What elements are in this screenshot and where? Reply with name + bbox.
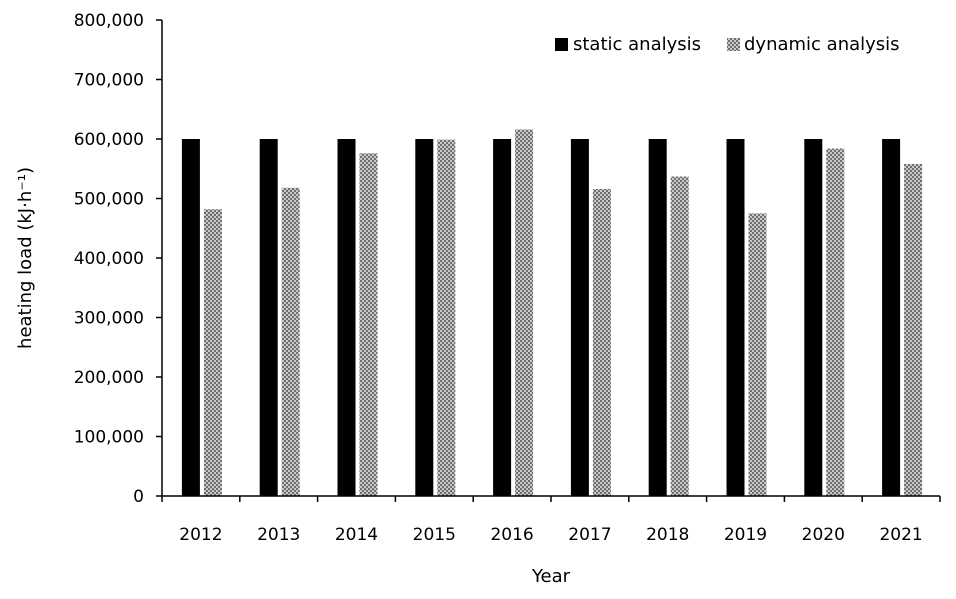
y-axis-title: heating load (kJ·h⁻¹) (15, 167, 36, 349)
bar-dynamic-2021 (904, 163, 923, 497)
bar-dynamic-2016 (515, 129, 534, 497)
y-tick-label: 400,000 (74, 249, 144, 269)
bar-static-2015 (415, 139, 434, 496)
bar-static-2021 (882, 139, 901, 496)
y-tick-label: 500,000 (74, 190, 144, 210)
bar-dynamic-2020 (826, 148, 845, 496)
x-tick-label: 2014 (335, 525, 378, 545)
x-tick-label: 2016 (490, 525, 533, 545)
x-tick-label: 2017 (568, 525, 611, 545)
bar-static-2014 (337, 139, 356, 496)
bar-static-2016 (493, 139, 512, 496)
bar-static-2019 (726, 139, 745, 496)
bar-dynamic-2017 (592, 188, 611, 497)
y-tick-label: 600,000 (74, 130, 144, 150)
bar-dynamic-2013 (281, 187, 300, 497)
bar-static-2012 (181, 139, 200, 496)
legend: static analysis dynamic analysis (555, 34, 900, 55)
y-tick-label: 200,000 (74, 368, 144, 388)
bar-dynamic-2019 (748, 213, 767, 496)
axes-layer: 0 100,000 200,000 300,000 400,000 500,000 600,… (15, 11, 941, 587)
legend-label-dynamic: dynamic analysis (744, 34, 900, 55)
x-axis-title: Year (531, 566, 571, 587)
bar-static-2018 (648, 139, 667, 496)
bar-static-2017 (570, 139, 589, 496)
x-tick-label: 2019 (724, 525, 767, 545)
legend-swatch-static (555, 38, 568, 51)
bar-static-2013 (259, 139, 278, 496)
x-tick-label: 2012 (179, 525, 222, 545)
y-tick-label: 100,000 (74, 428, 144, 448)
y-tick-label: 800,000 (74, 11, 144, 31)
legend-swatch-dynamic (727, 38, 740, 51)
y-tick-label: 0 (133, 487, 144, 507)
y-tick-label: 700,000 (74, 71, 144, 91)
x-tick-label: 2020 (802, 525, 845, 545)
x-tick-label: 2013 (257, 525, 300, 545)
y-tick-label: 300,000 (74, 309, 144, 329)
bar-dynamic-2014 (359, 153, 378, 496)
bar-dynamic-2018 (670, 176, 689, 497)
x-tick-label: 2015 (413, 525, 456, 545)
legend-label-static: static analysis (573, 34, 701, 55)
bar-dynamic-2012 (203, 209, 222, 496)
x-tick-label: 2018 (646, 525, 689, 545)
bar-dynamic-2015 (437, 139, 456, 496)
bar-static-2020 (804, 139, 823, 496)
bars-layer (181, 129, 923, 497)
x-tick-label: 2021 (879, 525, 922, 545)
